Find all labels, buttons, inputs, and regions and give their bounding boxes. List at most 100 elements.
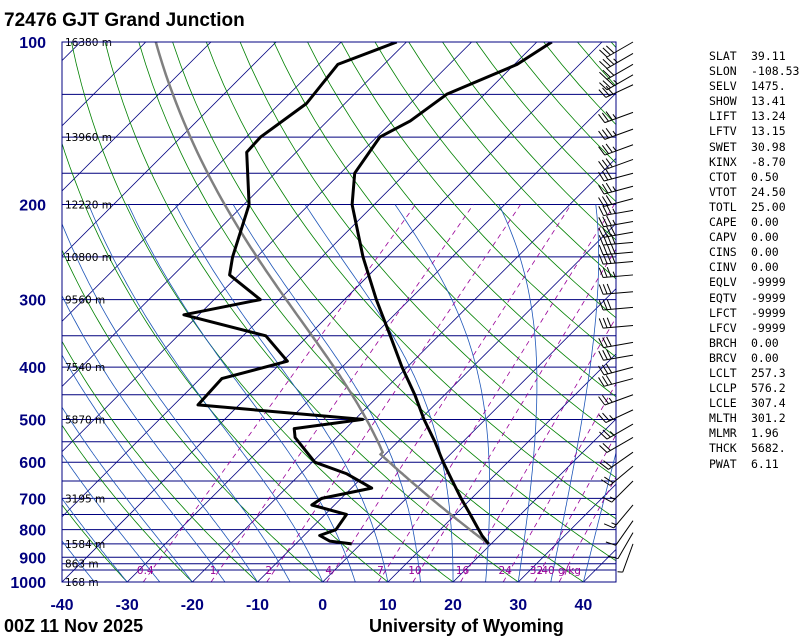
- index-value: 13.24: [751, 109, 786, 124]
- barb-full: [598, 377, 605, 387]
- index-row: CAPE 0.00: [709, 215, 799, 230]
- index-row: BRCH 0.00: [709, 336, 799, 351]
- barb-full: [598, 254, 604, 265]
- wind-barb: [598, 349, 634, 361]
- data-source: University of Wyoming: [369, 616, 564, 636]
- index-row: CINV 0.00: [709, 260, 799, 275]
- barb-staff: [613, 504, 634, 529]
- index-value: 39.11: [751, 49, 786, 63]
- index-row: MLTH 301.2: [709, 411, 799, 426]
- barb-half: [612, 130, 617, 136]
- wind-barb: [598, 299, 634, 311]
- temperature-tick-label: 20: [444, 597, 462, 614]
- index-row: CTOT 0.50: [709, 170, 799, 185]
- wind-barb: [598, 394, 634, 406]
- barb-staff: [603, 185, 634, 195]
- index-value: 30.98: [751, 139, 786, 154]
- station-title: 72476 GJT Grand Junction: [4, 10, 245, 31]
- barb-staff: [606, 74, 634, 91]
- barb-half: [609, 431, 615, 436]
- dry-adiabat: [62, 424, 193, 582]
- barb-staff: [617, 532, 634, 559]
- barb-full: [602, 47, 611, 56]
- barb-full: [598, 300, 604, 311]
- temperature-tick-label: -20: [181, 597, 204, 614]
- index-row: MLMR 1.96: [709, 426, 799, 441]
- index-row: LCLT 257.3: [709, 366, 799, 381]
- dewpoint-profile: [182, 42, 398, 546]
- index-value: 576.2: [751, 381, 786, 396]
- isotherm-line: [62, 42, 212, 192]
- barb-full: [605, 111, 613, 121]
- barb-full: [606, 266, 612, 278]
- index-value: 6.11: [751, 456, 779, 471]
- index-key: PWAT: [709, 456, 737, 471]
- barb-full: [598, 171, 605, 182]
- barb-full: [601, 145, 609, 154]
- barb-staff: [604, 111, 634, 124]
- index-key: SHOW: [709, 94, 737, 109]
- dry-adiabat: [62, 249, 323, 582]
- index-value: -8.70: [751, 154, 786, 169]
- index-value: 5682.: [751, 441, 786, 456]
- pressure-label: 700: [19, 491, 46, 508]
- index-key: LIFT: [709, 109, 737, 124]
- barb-staff: [603, 306, 634, 311]
- index-row: LFCV -9999: [709, 321, 799, 336]
- barb-half: [609, 496, 615, 500]
- index-key: BRCV: [709, 350, 737, 365]
- barb-full: [606, 234, 612, 245]
- index-row: SELV 1475.: [709, 79, 799, 94]
- isotherm-line: [387, 353, 616, 582]
- barb-full: [598, 89, 607, 98]
- height-label: 10800 m: [65, 252, 112, 264]
- index-value: 0.00: [751, 230, 779, 245]
- barb-full: [602, 350, 608, 360]
- barb-staff: [606, 53, 634, 69]
- mixing-ratio-line: [326, 204, 572, 582]
- barb-full: [601, 479, 611, 486]
- barb-staff: [603, 241, 634, 246]
- plot-frame: [61, 41, 617, 583]
- moist-adiabat: [62, 294, 258, 582]
- barb-full: [605, 143, 613, 153]
- barb-full: [598, 350, 604, 361]
- barb-full: [605, 85, 614, 95]
- isotherm-line: [62, 42, 342, 322]
- moist-adiabat: [175, 204, 389, 582]
- barb-full: [606, 283, 612, 294]
- barb-full: [605, 158, 613, 168]
- barb-full: [606, 204, 612, 215]
- index-key: LCLP: [709, 381, 737, 396]
- pressure-label: 300: [19, 293, 46, 310]
- wind-barb: [617, 543, 634, 573]
- barb-full: [598, 235, 604, 246]
- dry-adiabat: [62, 504, 128, 582]
- mixing-ratio-line: [266, 204, 521, 582]
- wind-barb: [598, 215, 634, 228]
- barb-full: [599, 444, 608, 453]
- height-label: 9560 m: [65, 295, 105, 307]
- barb-full: [603, 460, 613, 468]
- index-value: 0.00: [751, 350, 779, 365]
- moist-adiabat: [62, 354, 226, 582]
- mixing-ratio-label: 0.4: [137, 565, 154, 577]
- barb-full: [601, 394, 609, 404]
- barb-full: [599, 60, 608, 69]
- index-value: 0.00: [751, 260, 779, 275]
- mixing-ratio-label: 24: [499, 565, 513, 577]
- barb-full: [598, 244, 604, 255]
- index-key: BRCH: [709, 335, 737, 350]
- barb-full: [598, 161, 606, 171]
- wind-barb: [598, 375, 634, 387]
- index-key: CTOT: [709, 169, 737, 184]
- barb-staff: [603, 325, 634, 329]
- barb-staff: [604, 144, 634, 156]
- wind-barb: [602, 480, 634, 503]
- wind-barb: [599, 63, 634, 80]
- barb-full: [605, 182, 613, 193]
- index-row: BRCV 0.00: [709, 351, 799, 366]
- barb-full: [606, 78, 615, 87]
- moist-adiabat: [62, 222, 291, 582]
- barb-full: [606, 226, 612, 237]
